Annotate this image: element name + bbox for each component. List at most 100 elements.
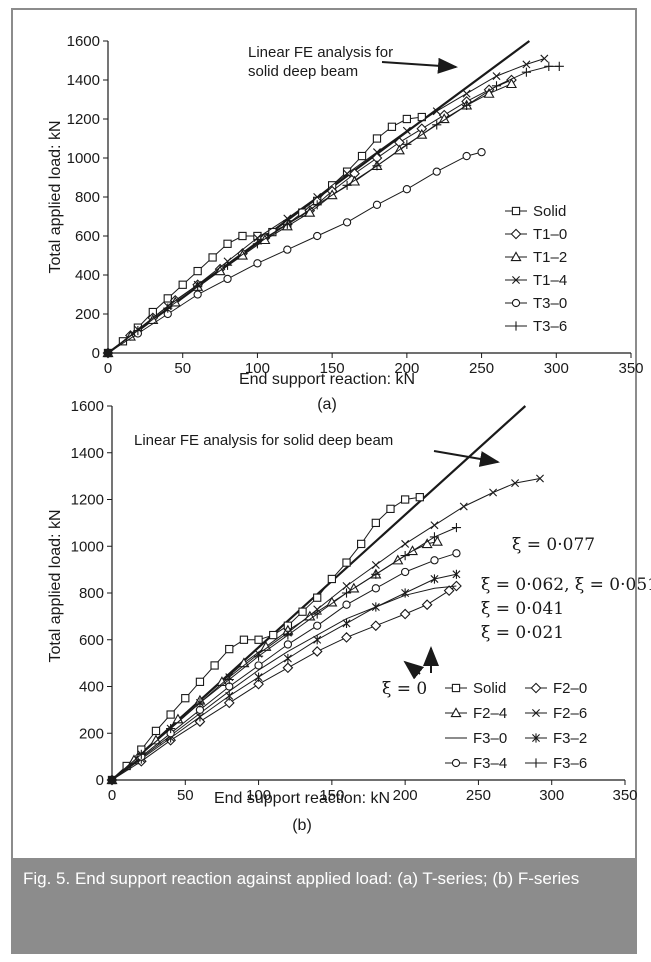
xi-label-0021: ξ = 0·021 (481, 623, 564, 643)
panel-a-x-tick-label: 300 (544, 360, 569, 377)
panel-a-y-tick-label: 600 (75, 228, 100, 245)
panel-a-series-solid-point (238, 231, 247, 241)
panel-b-series-f2-4-point (326, 596, 338, 607)
panel-b-legend-f3-0-label: F3–0 (473, 730, 507, 747)
panel-b-series-f3-6-point (400, 551, 410, 561)
panel-b-y-tick-label: 1000 (71, 538, 104, 555)
panel-b-series-solid-line (111, 496, 420, 781)
panel-b-series-f3-6-point (136, 749, 146, 759)
panel-b-series-f2-0-point (443, 585, 455, 597)
panel-a-series-t3-0-point (477, 147, 486, 157)
panel-a-series-t3-0-point (432, 167, 441, 176)
panel-a-x-tick-label: 250 (469, 360, 494, 377)
panel-b-origin-point (109, 777, 115, 783)
panel-a-legend-t1-4-marker (512, 276, 520, 284)
panel-b-series-solid-point (357, 539, 366, 549)
panel-b-series-f3-6-point (451, 522, 462, 533)
panel-a-series-t1-4-point (522, 60, 531, 69)
panel-a-series-t3-6-point (282, 219, 292, 229)
panel-a-legend-t1-2-marker (510, 251, 522, 262)
panel-a-series-t1-2-point (304, 206, 316, 217)
panel-b-legend-solid-label: Solid (473, 680, 506, 697)
panel-a-fe-annotation-line1: Linear FE analysis for (248, 44, 393, 61)
panel-b-series-solid-point (166, 710, 175, 719)
panel-b-series-f2-0-point (282, 662, 294, 674)
panel-a-series-t1-4-point (540, 54, 549, 63)
panel-b-series-f3-4-point (452, 549, 461, 558)
panel-b-x-tick-label: 350 (612, 787, 637, 804)
panel-a-x-tick-label: 200 (394, 360, 419, 377)
panel-a-series-t3-6-point (252, 239, 263, 249)
panel-b-series-f3-2-point (401, 588, 410, 598)
panel-a-series-t1-4-point (372, 148, 381, 157)
panel-b-series-f2-6-point (371, 560, 380, 569)
panel-b-legend-f3-6-marker (531, 758, 541, 768)
panel-a-series-t1-4-point (492, 72, 501, 81)
panel-a-series-t3-0-point (253, 259, 262, 268)
panel-b-plot-layer: 0 50 100 150 200 250 300 350 0 200 400 600 800 1000 12… (71, 398, 638, 804)
panel-a-series-t3-6-point (432, 120, 442, 130)
panel-a-series-solid-point (193, 266, 202, 276)
panel-b-x-tick-label: 100 (246, 787, 271, 804)
panel-b-legend-f3-6-label: F3–6 (553, 755, 587, 772)
panel-b-y-tick-label: 1400 (71, 445, 104, 462)
panel-a-legend-t1-0-label: T1–0 (533, 226, 567, 243)
panel-a-series-t1-4-point (343, 169, 352, 178)
panel-a-series-t3-6-point (163, 303, 173, 313)
panel-a-series-t3-6-point (462, 100, 472, 110)
panel-b-series-f3-2-point (313, 635, 322, 645)
panel-b-y-tick-label: 600 (79, 632, 104, 649)
panel-a-legend-t3-0-marker (511, 298, 521, 308)
panel-b-series-f3-4-point (371, 584, 380, 593)
panel-b-series-f2-0-point (223, 697, 235, 709)
panel-a-legend-t3-0-label: T3–0 (533, 295, 567, 312)
panel-b-legend-f2-0-marker (530, 682, 542, 694)
panel-b-series-f2-0-point (370, 620, 382, 632)
panel-a-y-tick-label: 400 (75, 267, 100, 284)
panel-a-series-t3-6-point (491, 81, 502, 91)
panel-a-legend-t3-6-label: T3–6 (533, 318, 567, 335)
panel-a-y-tick-label: 800 (75, 189, 100, 206)
panel-a-series-t3-0-point (193, 290, 202, 299)
xi-label-0041: ξ = 0·041 (481, 599, 564, 619)
panel-b-annotation-arrow (433, 450, 500, 467)
panel-b-series-f2-6-point (489, 488, 498, 497)
panel-a-series-t3-6-point (402, 139, 412, 149)
panel-b-x-tick-label: 50 (177, 787, 194, 804)
panel-b-series-f3-6-point (429, 532, 440, 542)
panel-a-x-tick-label: 50 (174, 360, 191, 377)
xi-zero-arrow-left (403, 660, 425, 680)
panel-b-series-solid-point (400, 495, 410, 504)
panel-a-x-tick-label: 350 (618, 360, 643, 377)
panel-b-legend-f3-4-label: F3–4 (473, 755, 507, 772)
panel-b-x-tick-label: 200 (393, 787, 418, 804)
panel-a-series-t1-4-point (462, 89, 471, 98)
panel-b-series-solid-point (210, 661, 219, 670)
panel-b-series-f2-6-point (430, 521, 439, 530)
panel-b-x-tick-label: 0 (108, 787, 116, 804)
panel-b-series-f3-4-point (400, 567, 410, 577)
panel-a-series-solid-point (402, 114, 412, 124)
panel-b-series-f2-0-point (253, 678, 264, 690)
panel-b-series-f3-2-point (225, 691, 234, 701)
panel-a-fe-annotation-line2: solid deep beam (248, 63, 358, 80)
panel-a-plot-layer: 0 50 100 150 200 250 300 350 0 200 400 600 800 1000 12… (67, 33, 644, 377)
panel-a-series-t3-6-point (222, 260, 233, 270)
panel-a-y-tick-label: 1000 (67, 150, 100, 167)
panel-a-x-axis-label: End support reaction: kN (239, 371, 415, 388)
panel-b-series-solid-point (298, 607, 307, 616)
panel-a-y-tick-label: 200 (75, 306, 100, 323)
panel-b-fe-reference-line (111, 405, 527, 781)
panel-a-series-t1-4-line (107, 58, 545, 354)
panel-a-x-tick-label: 0 (104, 360, 112, 377)
xi-label-0077: ξ = 0·077 (512, 535, 595, 555)
panel-a-origin-point (105, 350, 111, 356)
panel-a-legend-t3-6-marker (511, 321, 521, 331)
panel-a-series-t1-4-point (253, 233, 262, 242)
panel-b-series-f3-2-point (371, 602, 380, 612)
panel-b-series-f2-6-point (459, 502, 468, 511)
panel-a-series-t1-4-point (283, 214, 292, 223)
panel-b-series-solid-point (151, 726, 161, 736)
panel-b-y-tick-label: 400 (79, 679, 104, 696)
panel-b-series-f2-6-point (536, 474, 544, 483)
